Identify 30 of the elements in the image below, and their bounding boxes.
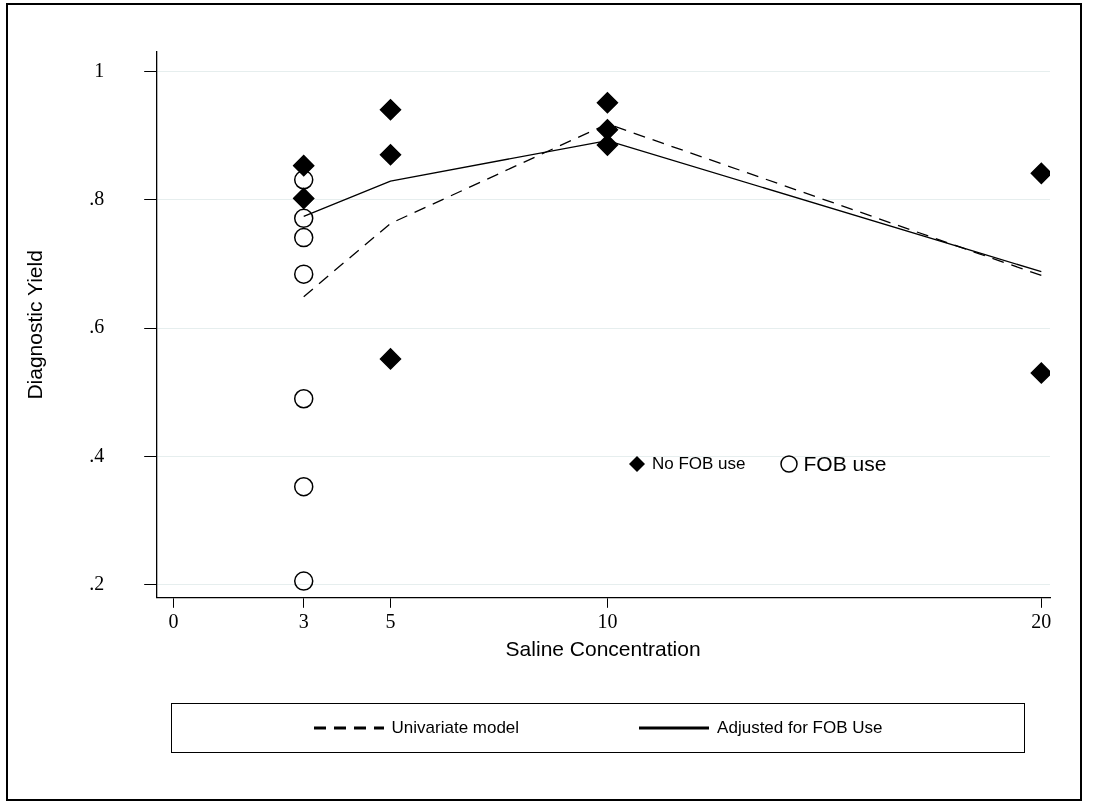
point	[293, 388, 314, 409]
point	[293, 208, 314, 229]
y-axis-title: Diagnostic Yield	[23, 250, 47, 400]
point	[293, 264, 314, 284]
point	[293, 170, 314, 190]
y-tick-label: 1	[94, 58, 105, 81]
point	[379, 348, 402, 370]
y-tick-label: .8	[89, 186, 105, 209]
point	[292, 154, 315, 177]
point	[596, 134, 619, 156]
point	[293, 227, 314, 248]
point	[292, 187, 315, 210]
y-tick-label: .4	[89, 443, 105, 466]
legend-label: No FOB use	[652, 454, 746, 474]
x-axis-title: Saline Concentration	[505, 637, 701, 661]
point	[293, 476, 314, 497]
y-tick-label: .6	[89, 315, 105, 338]
x-tick-label: 3	[298, 610, 309, 633]
point	[596, 91, 619, 114]
point	[293, 571, 314, 591]
x-tick-label: 20	[1031, 610, 1052, 633]
x-tick-label: 5	[385, 610, 396, 633]
legend-label: Adjusted for FOB Use	[717, 718, 883, 738]
legend-label: Univariate model	[391, 718, 520, 738]
point	[379, 143, 402, 166]
x-tick-label: 10	[597, 610, 618, 633]
y-tick-label: .2	[89, 572, 105, 595]
legend-label: FOB use	[803, 452, 887, 476]
point	[379, 99, 402, 121]
x-tick-label: 0	[168, 610, 179, 633]
